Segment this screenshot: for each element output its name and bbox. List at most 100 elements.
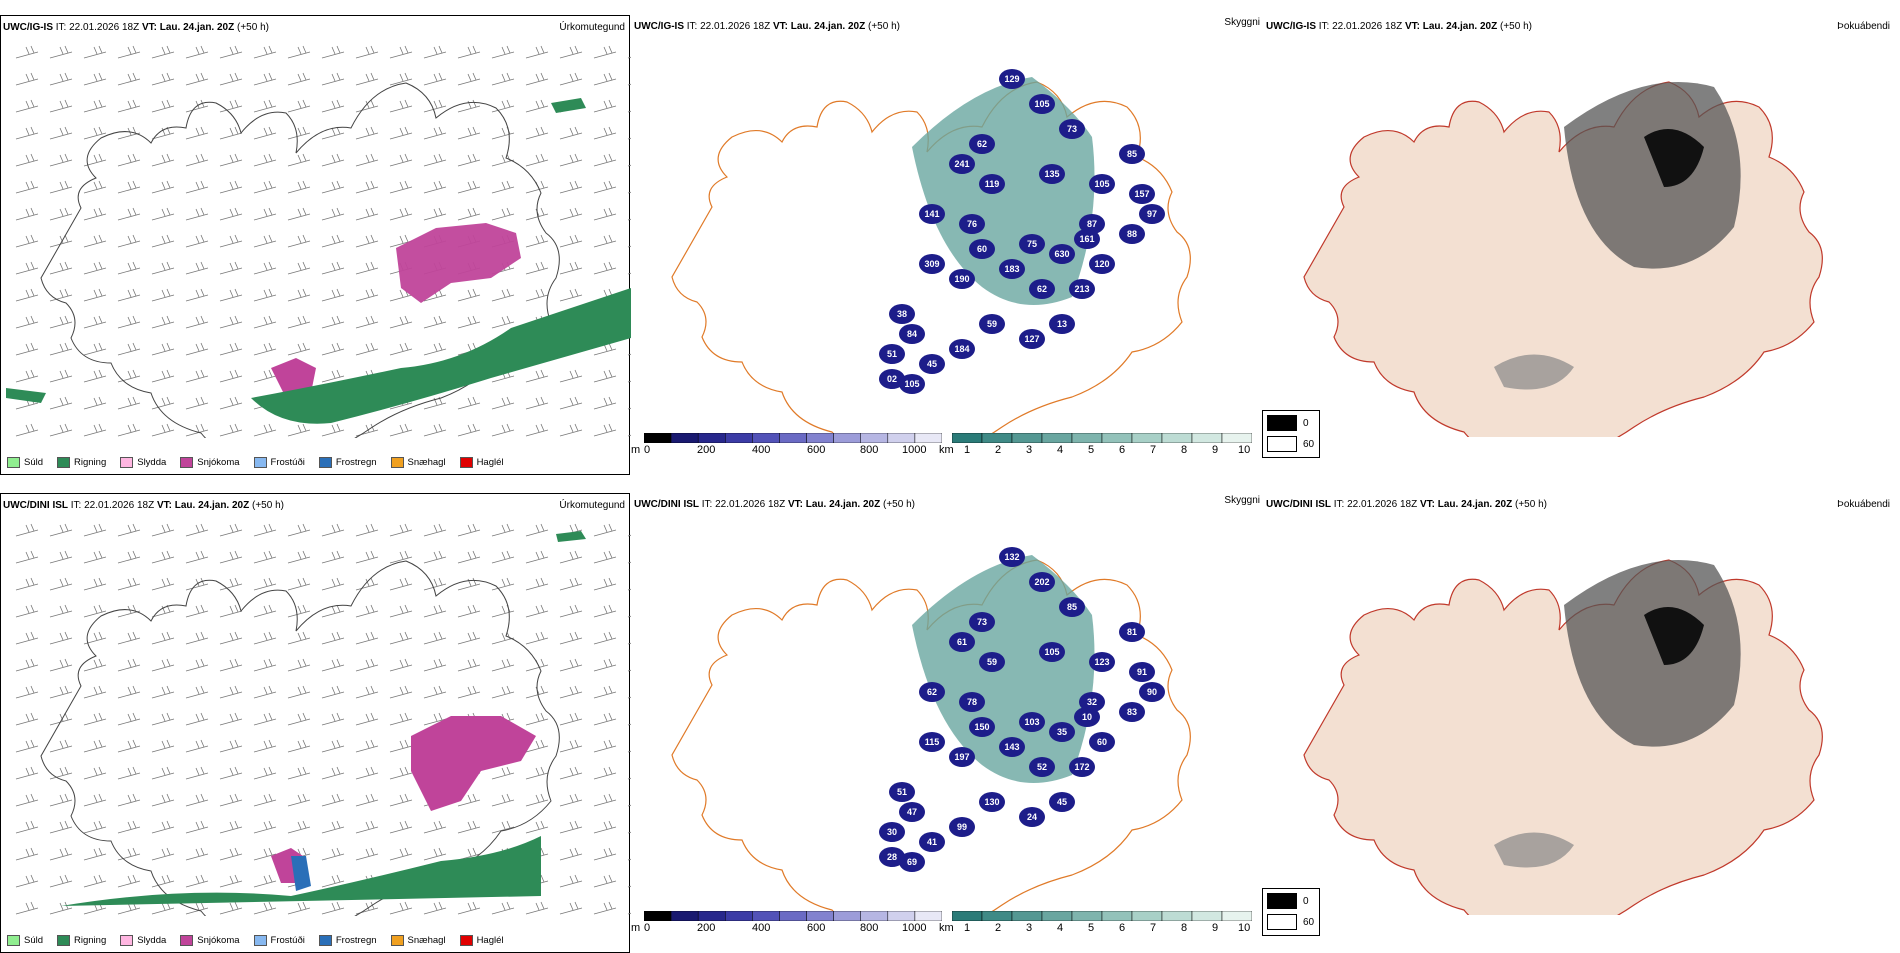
wind-barb — [151, 261, 175, 275]
colorbar-segment — [1191, 911, 1223, 921]
legend-swatch — [1267, 436, 1297, 452]
wind-barb — [627, 83, 631, 86]
wind-barb — [49, 126, 73, 140]
wind-barb — [559, 631, 583, 645]
wind-barb — [287, 604, 311, 618]
visibility-value: 88 — [1127, 229, 1137, 239]
legend-swatch — [120, 457, 134, 468]
wind-barb — [457, 604, 481, 618]
wind-barb — [559, 604, 583, 618]
product-label: Skyggni — [1224, 17, 1260, 28]
product-label: Skyggni — [1224, 495, 1260, 506]
wind-barb — [117, 396, 141, 410]
wind-barb — [49, 793, 73, 807]
wind-barb — [525, 369, 549, 383]
visibility-value: 183 — [1004, 264, 1019, 274]
wind-barb — [355, 45, 379, 59]
visibility-patch — [1074, 707, 1100, 727]
wind-barb — [525, 45, 549, 59]
wind-barb — [525, 820, 549, 834]
visibility-value: 184 — [954, 344, 969, 354]
wind-barb — [355, 523, 379, 537]
colorbar-segment — [1161, 433, 1193, 443]
wind-barb — [593, 126, 617, 140]
wind-barb — [321, 901, 345, 915]
wind-barb — [491, 396, 515, 410]
colorbar-segment — [1101, 433, 1133, 443]
wind-barb — [491, 423, 515, 437]
wind-barb — [287, 658, 311, 672]
wind-barb — [49, 423, 73, 437]
wind-barb — [15, 739, 39, 753]
wind-barb — [185, 685, 209, 699]
wind-barb — [559, 793, 583, 807]
wind-barb — [185, 45, 209, 59]
visibility-patch — [1119, 702, 1145, 722]
wind-barb — [355, 315, 379, 329]
colorbar-segment — [697, 433, 726, 443]
wind-barb — [389, 153, 413, 167]
visibility-patch — [959, 692, 985, 712]
wind-barb — [389, 901, 413, 915]
wind-barb — [117, 658, 141, 672]
visibility-patch — [999, 69, 1025, 89]
visibility-patch — [899, 852, 925, 872]
wind-barb — [287, 901, 311, 915]
wind-barb — [627, 407, 631, 410]
wind-barb — [49, 369, 73, 383]
colorbar-segment — [752, 911, 780, 921]
wind-barb — [219, 577, 243, 591]
wind-barb — [457, 631, 481, 645]
legend-swatch — [180, 457, 194, 468]
wind-barb — [117, 423, 141, 437]
wind-barb — [219, 315, 243, 329]
colorbar-segment — [806, 911, 834, 921]
wind-barb — [151, 315, 175, 329]
legend-swatch — [318, 935, 332, 946]
wind-barb — [321, 685, 345, 699]
wind-barb — [457, 396, 481, 410]
legend-swatch — [253, 457, 267, 468]
visibility-patch — [979, 174, 1005, 194]
visibility-value: 85 — [1067, 602, 1077, 612]
wind-barb — [219, 685, 243, 699]
wind-barb — [423, 577, 447, 591]
wind-barb — [627, 723, 631, 726]
visibility-value: 172 — [1074, 762, 1089, 772]
wind-barb — [627, 669, 631, 672]
wind-barb — [117, 847, 141, 861]
wind-barb — [253, 72, 277, 86]
colorbar-segment — [952, 433, 983, 443]
visibility-value: 13 — [1057, 319, 1067, 329]
wind-barb — [49, 766, 73, 780]
wind-barb — [321, 739, 345, 753]
colorbar-segment — [1071, 911, 1103, 921]
wind-barb — [287, 793, 311, 807]
visibility-value: 150 — [974, 722, 989, 732]
colorbar-segment — [1101, 911, 1133, 921]
wind-barb — [83, 207, 107, 221]
wind-barb — [151, 99, 175, 113]
wind-barb — [185, 847, 209, 861]
wind-barb — [321, 874, 345, 888]
wind-barb — [355, 72, 379, 86]
visibility-value: 157 — [1134, 189, 1149, 199]
wind-barb — [219, 523, 243, 537]
wind-barb — [593, 523, 617, 537]
wind-barb — [219, 712, 243, 726]
wind-barb — [457, 153, 481, 167]
wind-barb — [593, 396, 617, 410]
wind-barb — [219, 261, 243, 275]
wind-barb — [491, 901, 515, 915]
visibility-value: 135 — [1044, 169, 1059, 179]
wind-barb — [321, 604, 345, 618]
wind-barb — [355, 820, 379, 834]
wind-barb — [83, 45, 107, 59]
wind-barb — [593, 99, 617, 113]
visibility-patch — [1089, 652, 1115, 672]
wind-barb — [185, 72, 209, 86]
legend-swatch — [57, 457, 71, 468]
visibility-value: 69 — [907, 857, 917, 867]
wind-barb — [355, 126, 379, 140]
wind-barb — [219, 369, 243, 383]
